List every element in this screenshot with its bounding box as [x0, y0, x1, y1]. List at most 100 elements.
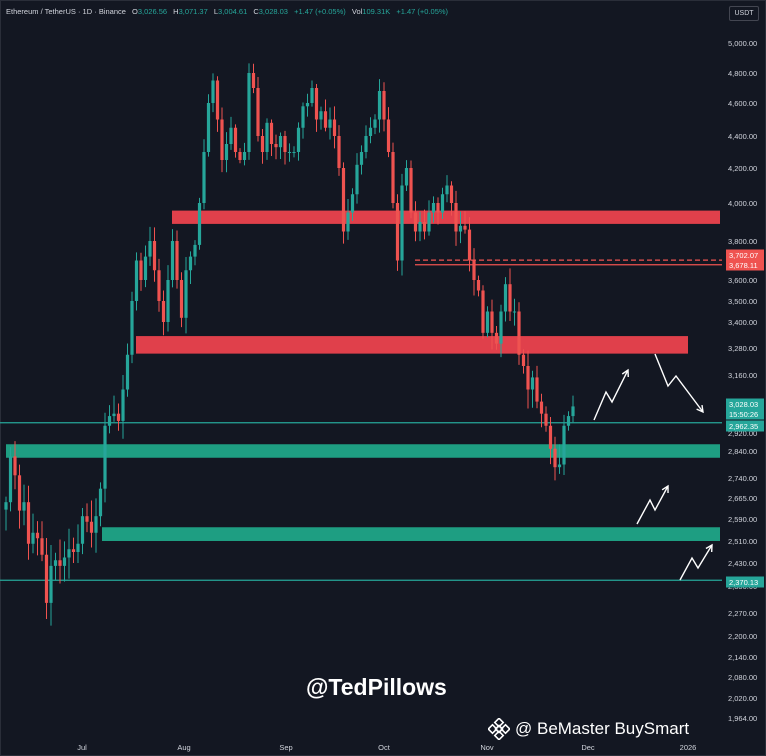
price-label-tag: [726, 408, 764, 420]
low-label: L: [213, 7, 219, 16]
candle-body: [499, 311, 503, 344]
candle-body: [125, 354, 130, 390]
candle-body: [31, 532, 35, 544]
candle-body: [269, 122, 274, 144]
candle-body: [166, 280, 170, 322]
time-axis: Jul Aug Sep Oct Nov Dec 2026: [77, 743, 696, 752]
candle-body: [359, 152, 364, 165]
candle-body: [184, 270, 188, 318]
volume-value: 109.31K: [362, 7, 391, 16]
candle-body: [562, 425, 566, 465]
price-label-tag: [726, 249, 764, 261]
candle-body: [238, 152, 242, 160]
candle-body: [323, 111, 328, 128]
candle-body: [148, 241, 152, 257]
candle-body: [278, 136, 283, 148]
change-value: +1.47 (+0.05%): [294, 7, 346, 16]
candle-body: [350, 194, 355, 213]
candle-body: [530, 377, 535, 390]
candle-body: [229, 127, 233, 144]
price-label-text: 2,370.13: [729, 578, 758, 587]
price-tick-label: 2,430.00: [728, 559, 757, 568]
candle-body: [121, 389, 125, 421]
price-tick-label: 2,665.00: [728, 494, 757, 503]
candle-body: [44, 554, 49, 603]
candle-body: [134, 260, 139, 301]
candle-body: [89, 521, 94, 533]
candle-body: [377, 91, 382, 120]
candle-body: [517, 311, 521, 355]
candle-body: [436, 203, 440, 213]
candle-body: [490, 311, 494, 333]
price-label-text: 3,702.07: [729, 251, 758, 260]
price-tick-label: 3,400.00: [728, 318, 757, 327]
candle-body: [4, 502, 8, 510]
candle-body: [211, 80, 215, 103]
price-tick-label: 4,000.00: [728, 199, 757, 208]
price-tick-label: 3,600.00: [728, 276, 757, 285]
candle-body: [67, 549, 71, 558]
price-tick-label: 5,000.00: [728, 39, 757, 48]
candle-body: [112, 413, 116, 417]
high-label: H: [173, 7, 179, 16]
candle-body: [17, 475, 22, 511]
candle-body: [539, 401, 544, 414]
time-tick-label: Sep: [279, 743, 292, 752]
time-tick-label: 2026: [680, 743, 697, 752]
projection-arrow: [636, 485, 669, 525]
price-label-tag: [726, 259, 764, 271]
candle-body: [418, 222, 422, 232]
price-label-text: 15:50:26: [729, 410, 758, 419]
price-tick-label: 1,964.00: [728, 714, 757, 723]
candle-body: [404, 168, 409, 186]
price-tick-label: 2,020.00: [728, 694, 757, 703]
candle-body: [80, 516, 85, 544]
candle-body: [215, 80, 220, 120]
candle-body: [391, 152, 395, 203]
candle-body: [337, 136, 341, 168]
candle-body: [265, 122, 269, 152]
arrow-head: [696, 404, 704, 414]
candle-body: [287, 152, 292, 153]
price-tick-label: 4,600.00: [728, 99, 757, 108]
open-label: O: [132, 7, 138, 16]
candle-body: [283, 136, 287, 152]
candle-body: [440, 194, 445, 213]
projection-arrow: [593, 369, 629, 421]
candle-body: [328, 119, 332, 128]
candle-body: [188, 256, 193, 271]
candle-body: [535, 377, 539, 402]
candle-body: [22, 502, 26, 511]
price-tick-label: 2,740.00: [728, 474, 757, 483]
currency-unit-button[interactable]: USDT: [729, 6, 759, 21]
candle-body: [485, 311, 490, 333]
candle-body: [341, 168, 346, 232]
candle-body: [521, 354, 526, 366]
zones-layer: [6, 210, 720, 541]
candle-body: [49, 565, 53, 603]
candle-body: [76, 543, 80, 552]
candle-body: [386, 119, 391, 152]
price-axis: 5,000.00 4,800.00 4,600.00 4,400.00 4,200.00…: [728, 39, 757, 723]
price-tick-label: 2,590.00: [728, 515, 757, 524]
resistance-zone: [136, 336, 688, 354]
candle-body: [422, 222, 427, 232]
candle-body: [355, 164, 359, 195]
candle-body: [553, 448, 557, 468]
candle-body: [314, 88, 319, 120]
candle-body: [566, 416, 571, 426]
candle-body: [508, 284, 512, 312]
candle-body: [62, 557, 67, 566]
candle-body: [364, 136, 368, 152]
candle-body: [103, 425, 107, 489]
price-tick-label: 2,510.00: [728, 537, 757, 546]
time-tick-label: Nov: [480, 743, 494, 752]
price-tick-label: 2,840.00: [728, 447, 757, 456]
candle-body: [130, 301, 134, 355]
candles-layer: [4, 63, 575, 626]
candle-body: [409, 168, 413, 213]
candle-body: [368, 127, 373, 136]
candle-body: [382, 91, 386, 120]
